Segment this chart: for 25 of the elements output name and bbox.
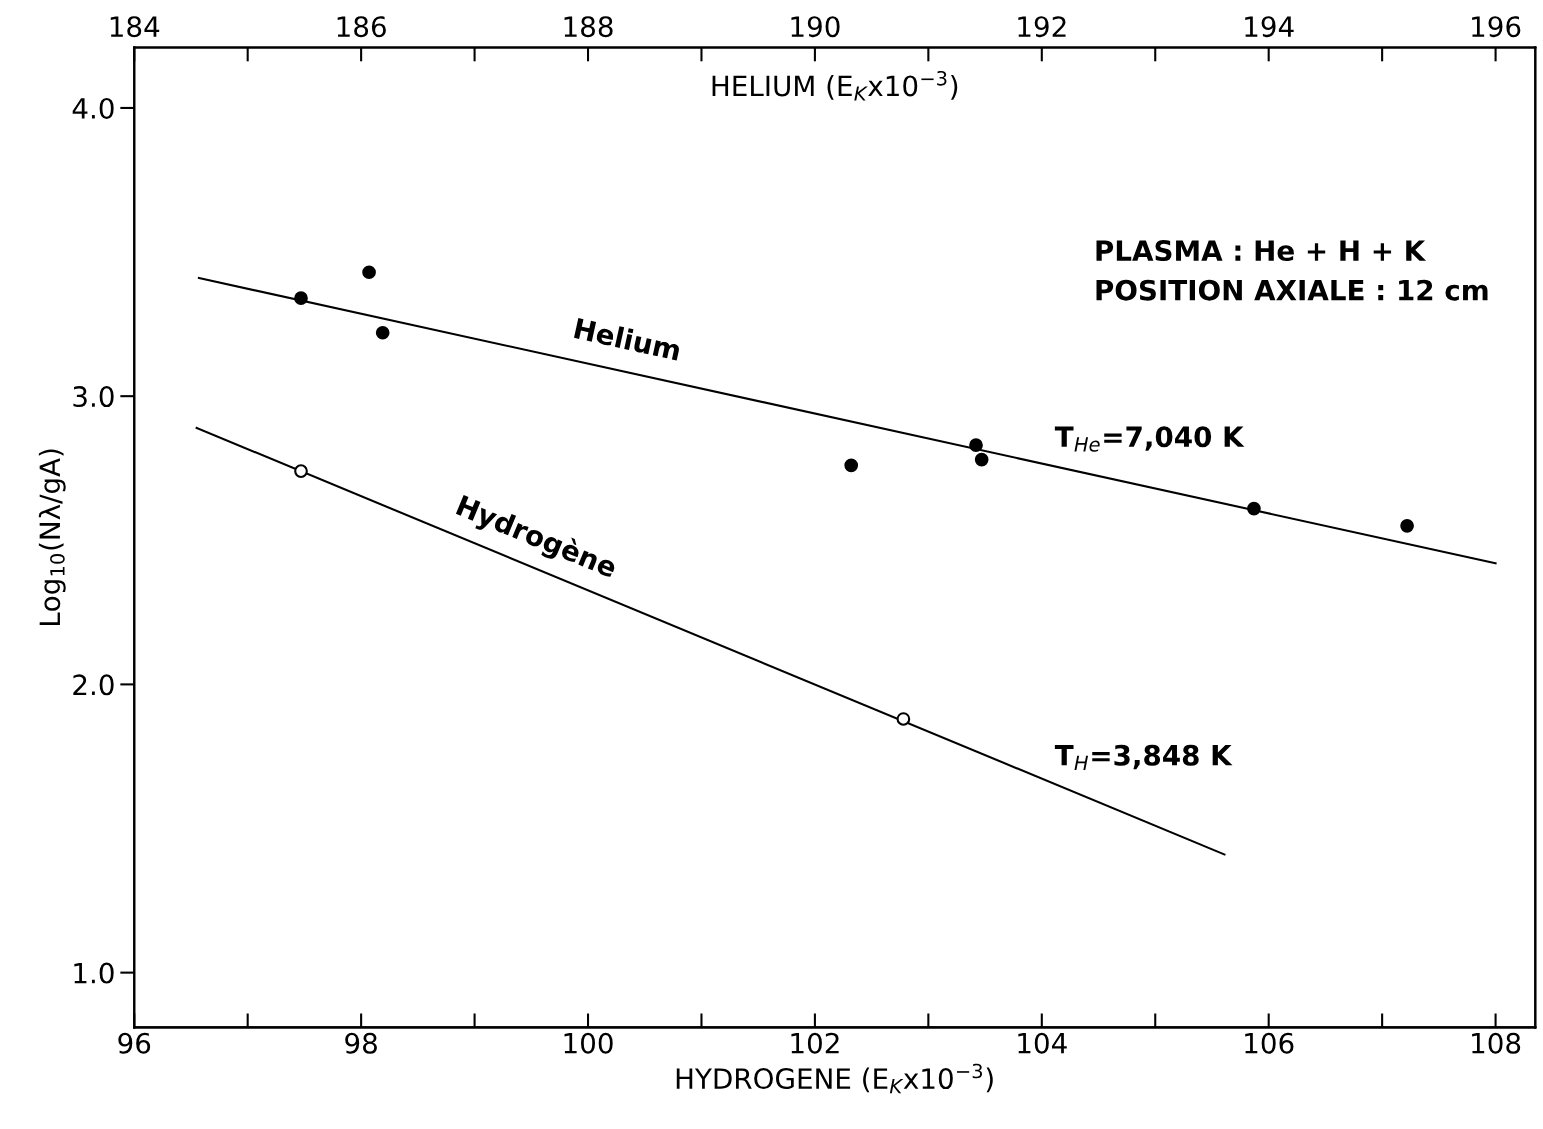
annotation: PLASMA : He + H + K POSITION AXIALE : 12 cm bbox=[1096, 240, 1488, 301]
x2-tick-label: 190 bbox=[791, 16, 840, 38]
x-tick-label: 102 bbox=[791, 1032, 839, 1054]
x2-tick-label: 196 bbox=[1472, 16, 1521, 38]
x2-tick-label: 192 bbox=[1018, 16, 1066, 38]
y-tick-label: 2.0 bbox=[73, 674, 114, 696]
x-tick-label: 96 bbox=[118, 1032, 151, 1054]
x2-tick-label: 188 bbox=[564, 16, 613, 38]
annotation: T$_{He}$=7,040 K bbox=[1054, 426, 1245, 452]
y-axis-title: Log$_{10}$(Nλ/gA) bbox=[38, 449, 66, 626]
x-tick-label: 106 bbox=[1245, 1032, 1294, 1054]
y-tick-label: 4.0 bbox=[72, 97, 114, 119]
text: Helium bbox=[573, 317, 682, 361]
y-tick-label: 1.0 bbox=[74, 962, 114, 984]
x-tick-label: 100 bbox=[564, 1032, 613, 1054]
x-tick-label: 98 bbox=[345, 1032, 377, 1054]
x-axis-title: HYDROGENE (E$_{K}$x10$^{−3}$) bbox=[676, 1063, 993, 1094]
x2-tick-label: 194 bbox=[1245, 16, 1294, 38]
annotation: T$_{H}$=3,848 K bbox=[1054, 744, 1233, 770]
x2-tick-label: 184 bbox=[110, 16, 160, 38]
x2-tick-label: 186 bbox=[337, 16, 386, 38]
y-tick-label: 3.0 bbox=[73, 386, 114, 408]
x-tick-label: 108 bbox=[1472, 1032, 1521, 1054]
x2-axis-title: HELIUM (E$_{K}$x10$^{−3}$) bbox=[712, 70, 958, 101]
x-tick-label: 104 bbox=[1018, 1032, 1067, 1054]
